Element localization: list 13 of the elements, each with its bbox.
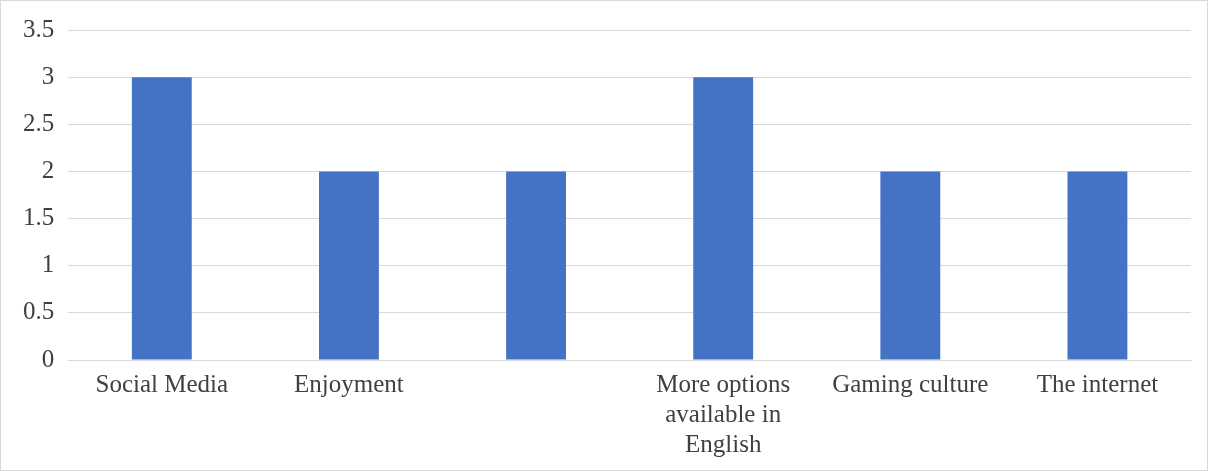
y-tick-label: 1.5 [23,203,55,231]
x-tick-label: Social Media [95,369,229,397]
x-tick-label: Enjoyment [294,369,404,397]
x-tick-label: Gaming culture [832,369,989,397]
y-tick-label: 2.5 [23,108,55,136]
y-tick-label: 3.5 [23,14,55,42]
y-tick-label: 0 [41,344,55,372]
x-tick-label: The internet [1036,369,1159,397]
y-tick-label: 1 [41,250,55,278]
y-tick-label: 3 [41,61,55,89]
x-tick-label: More options available in English [656,369,791,457]
y-tick-label: 0.5 [23,297,55,325]
y-tick-label: 2 [41,155,55,183]
